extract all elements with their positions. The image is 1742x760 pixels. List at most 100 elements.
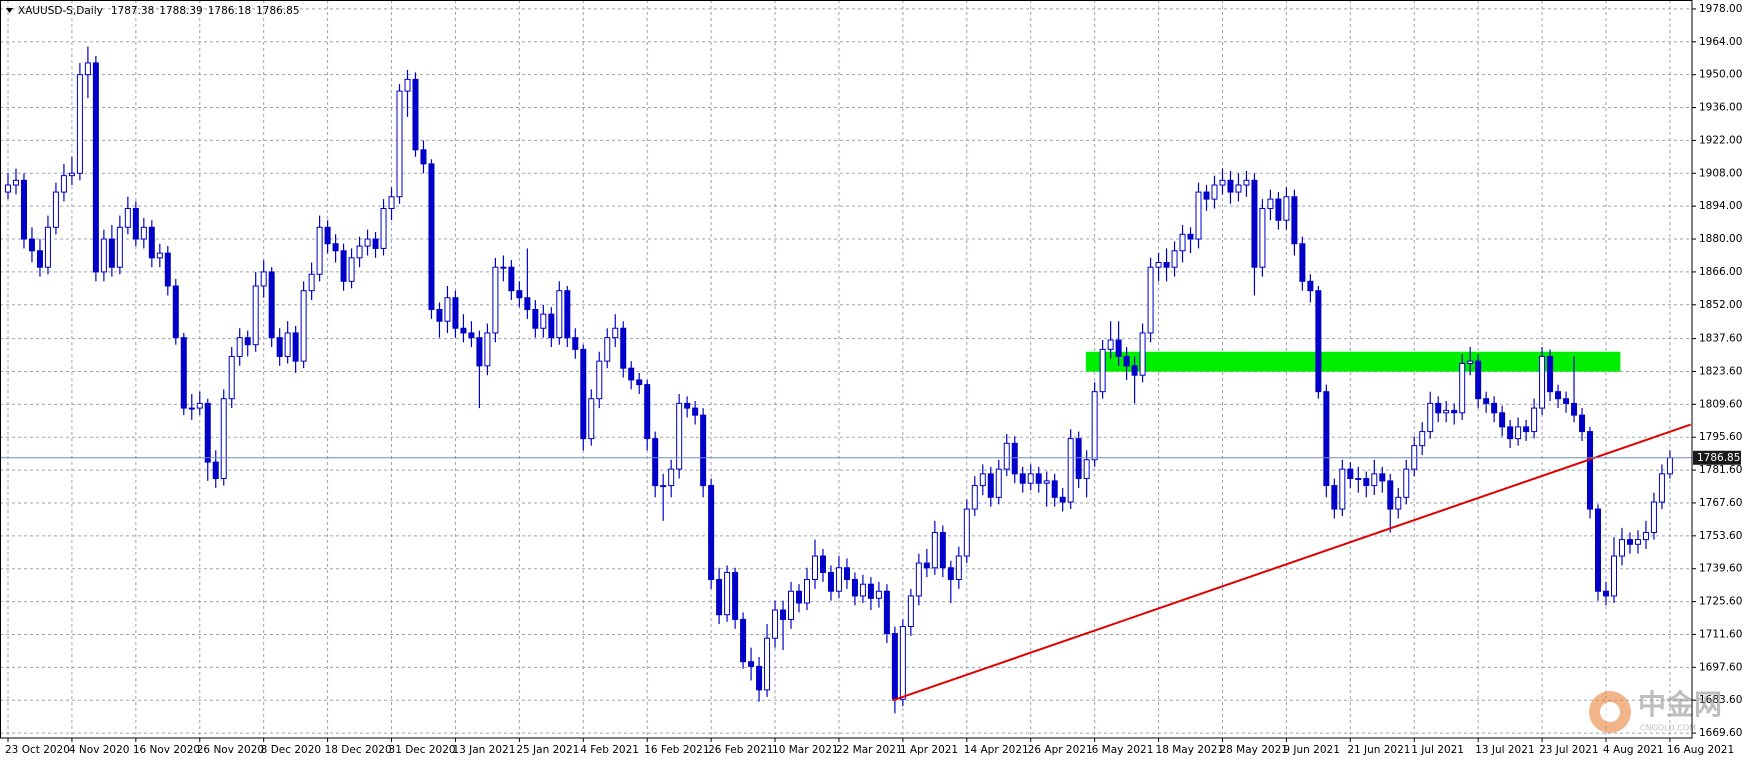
candle-body — [100, 238, 107, 273]
watermark: 中金网 CNGOLD.COM — [1589, 688, 1722, 733]
candle-body — [228, 355, 235, 400]
candle-body — [380, 208, 387, 249]
candle-body — [1059, 496, 1066, 503]
candle-body — [268, 271, 275, 339]
candle-body — [428, 163, 435, 310]
candle-body — [1363, 478, 1370, 487]
candle-body — [700, 414, 707, 487]
x-tick-label: 31 Dec 2020 — [389, 744, 456, 756]
candle-body — [452, 297, 459, 329]
candle-body — [788, 590, 795, 620]
candle-body — [516, 290, 523, 299]
candle-body — [1155, 262, 1162, 268]
candle-body — [1315, 290, 1322, 393]
current-price-label: 1786.85 — [1697, 452, 1740, 464]
candle-body — [572, 337, 579, 350]
candle-body — [108, 238, 115, 268]
watermark-logo-inner — [1600, 702, 1620, 722]
y-tick-label: 1781.60 — [1699, 464, 1742, 476]
candle-body — [324, 226, 331, 245]
candle-body — [1043, 480, 1050, 484]
candle-body — [692, 407, 699, 416]
candle-body — [260, 271, 267, 287]
y-tick-label: 1936.00 — [1699, 102, 1742, 114]
candle-body — [971, 485, 978, 510]
candle-body — [1499, 412, 1506, 428]
candle-body — [1467, 360, 1474, 364]
candle-body — [1459, 362, 1466, 414]
candle-body — [36, 250, 43, 268]
candle-body — [348, 257, 355, 282]
candle-body — [796, 590, 803, 604]
x-tick-label: 16 Aug 2021 — [1667, 744, 1734, 756]
candle-body — [420, 149, 427, 165]
candle-body — [1275, 198, 1282, 221]
candle-body — [1491, 402, 1498, 414]
candle-body — [931, 532, 938, 569]
watermark-site: CNGOLD.COM — [1640, 724, 1696, 733]
candle-body — [28, 238, 35, 252]
candle-body — [1179, 233, 1186, 252]
trendline — [892, 423, 1692, 702]
y-tick-label: 1908.00 — [1699, 167, 1742, 179]
candle-body — [76, 74, 83, 174]
candle-body — [244, 337, 251, 346]
candle-body — [196, 402, 203, 409]
candle-body — [364, 238, 371, 247]
candle-body — [1219, 179, 1226, 186]
candle-body — [963, 508, 970, 557]
candle-body — [500, 266, 507, 269]
candle-body — [484, 332, 491, 367]
x-tick-label: 16 Feb 2021 — [644, 744, 709, 756]
candle-body — [492, 266, 499, 334]
y-tick-label: 1725.60 — [1699, 596, 1742, 608]
candle-body — [564, 290, 571, 339]
x-tick-label: 26 Feb 2021 — [708, 744, 773, 756]
candle-body — [875, 590, 882, 599]
candle-body — [995, 468, 1002, 498]
y-tick-label: 1837.60 — [1699, 333, 1742, 345]
candle-body — [732, 571, 739, 620]
candle-body — [1379, 473, 1386, 482]
candle-body — [811, 555, 818, 581]
candle-body — [388, 196, 395, 210]
x-tick-label: 28 May 2021 — [1219, 744, 1287, 756]
candle-body — [52, 191, 59, 228]
y-tick-label: 1964.00 — [1699, 36, 1742, 48]
candle-body — [220, 398, 227, 480]
candle-body — [1451, 409, 1458, 414]
candle-body — [1003, 442, 1010, 470]
candle-body — [548, 313, 555, 339]
candle-body — [156, 252, 163, 259]
candle-body — [1634, 539, 1641, 545]
zone-layer — [1085, 351, 1621, 372]
candle-body — [620, 327, 627, 369]
candle-body — [1115, 339, 1122, 357]
candle-body — [1195, 191, 1202, 240]
candle-body — [756, 665, 763, 691]
header-open: 1787.38 — [111, 5, 154, 17]
candle-body — [1650, 501, 1657, 534]
candle-body — [1571, 402, 1578, 416]
candle-body — [1019, 473, 1026, 484]
candle-body — [596, 360, 603, 400]
candle-body — [1563, 398, 1570, 404]
candle-body — [172, 285, 179, 339]
candle-body — [1371, 473, 1378, 487]
x-tick-label: 1 Jul 2021 — [1411, 744, 1464, 756]
candle-body — [212, 461, 219, 480]
candle-body — [1395, 496, 1402, 510]
candle-body — [843, 567, 850, 581]
candle-body — [412, 78, 419, 151]
y-tick-label: 1978.00 — [1699, 3, 1742, 15]
y-tick-label: 1697.60 — [1699, 661, 1742, 673]
candle-body — [1435, 402, 1442, 414]
candle-body — [804, 579, 810, 604]
candle-body — [92, 62, 99, 273]
candle-body — [636, 379, 643, 386]
candle-body — [1035, 473, 1042, 484]
candle-body — [588, 398, 595, 440]
candle-body — [1187, 233, 1194, 240]
candle-body — [1147, 266, 1154, 334]
candle-body — [724, 571, 731, 616]
